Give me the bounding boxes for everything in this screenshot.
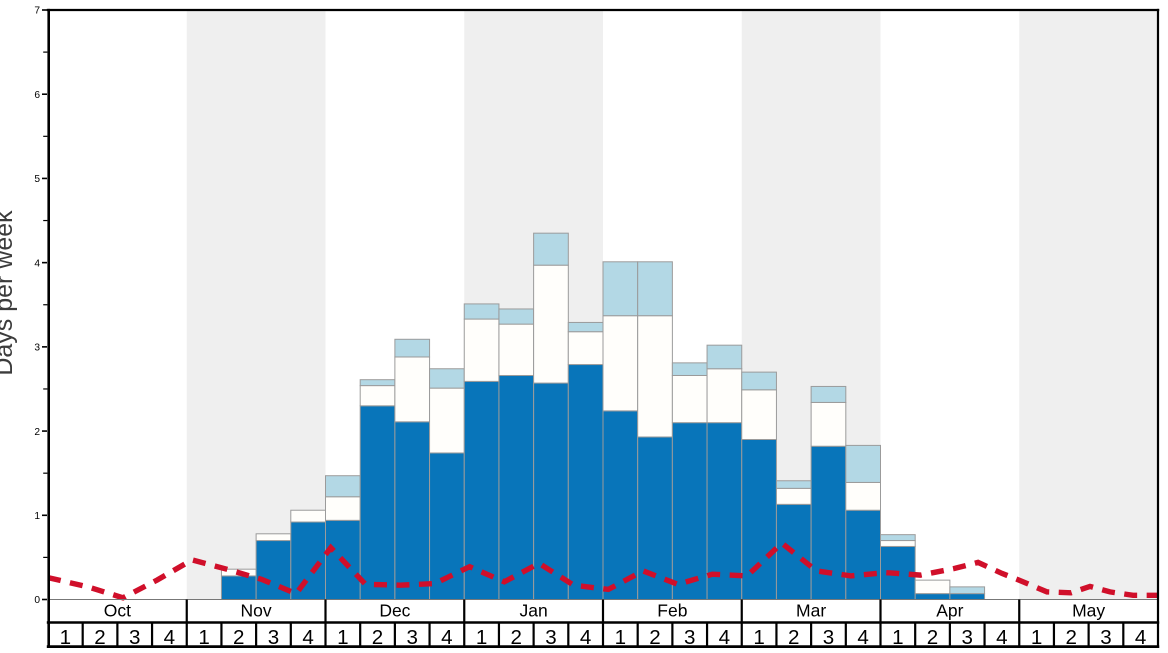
svg-text:3: 3	[129, 626, 140, 648]
svg-text:3: 3	[545, 626, 556, 648]
svg-text:4: 4	[719, 626, 730, 648]
svg-text:2: 2	[788, 626, 799, 648]
svg-text:3: 3	[961, 626, 972, 648]
svg-text:Feb: Feb	[657, 601, 687, 621]
svg-text:1: 1	[337, 626, 348, 648]
svg-text:1: 1	[1031, 626, 1042, 648]
svg-text:4: 4	[580, 626, 591, 648]
svg-text:5: 5	[34, 174, 40, 185]
svg-text:1: 1	[615, 626, 626, 648]
svg-text:2: 2	[94, 626, 105, 648]
svg-text:6: 6	[34, 90, 40, 101]
svg-text:2: 2	[649, 626, 660, 648]
svg-text:4: 4	[34, 258, 40, 269]
svg-text:0: 0	[34, 595, 40, 606]
svg-text:3: 3	[1100, 626, 1111, 648]
svg-text:4: 4	[857, 626, 868, 648]
svg-text:4: 4	[302, 626, 313, 648]
svg-text:1: 1	[753, 626, 764, 648]
svg-text:4: 4	[441, 626, 452, 648]
svg-text:3: 3	[406, 626, 417, 648]
svg-text:4: 4	[164, 626, 175, 648]
svg-text:1: 1	[892, 626, 903, 648]
svg-text:3: 3	[268, 626, 279, 648]
svg-text:Apr: Apr	[936, 601, 963, 621]
svg-text:Days per week: Days per week	[0, 210, 18, 376]
svg-text:1: 1	[60, 626, 71, 648]
svg-text:Jan: Jan	[520, 601, 548, 621]
svg-text:2: 2	[1066, 626, 1077, 648]
svg-text:4: 4	[1135, 626, 1146, 648]
svg-text:1: 1	[198, 626, 209, 648]
svg-text:3: 3	[823, 626, 834, 648]
svg-text:3: 3	[34, 343, 40, 354]
svg-text:Oct: Oct	[104, 601, 131, 621]
svg-text:Mar: Mar	[796, 601, 826, 621]
svg-text:2: 2	[372, 626, 383, 648]
svg-text:3: 3	[684, 626, 695, 648]
svg-text:1: 1	[476, 626, 487, 648]
svg-text:May: May	[1072, 601, 1105, 621]
svg-text:2: 2	[511, 626, 522, 648]
svg-text:2: 2	[927, 626, 938, 648]
svg-text:4: 4	[996, 626, 1007, 648]
svg-text:Dec: Dec	[379, 601, 410, 621]
svg-text:Nov: Nov	[241, 601, 272, 621]
svg-text:2: 2	[34, 427, 40, 438]
svg-text:2: 2	[233, 626, 244, 648]
svg-text:1: 1	[34, 511, 40, 522]
svg-text:7: 7	[34, 6, 40, 17]
